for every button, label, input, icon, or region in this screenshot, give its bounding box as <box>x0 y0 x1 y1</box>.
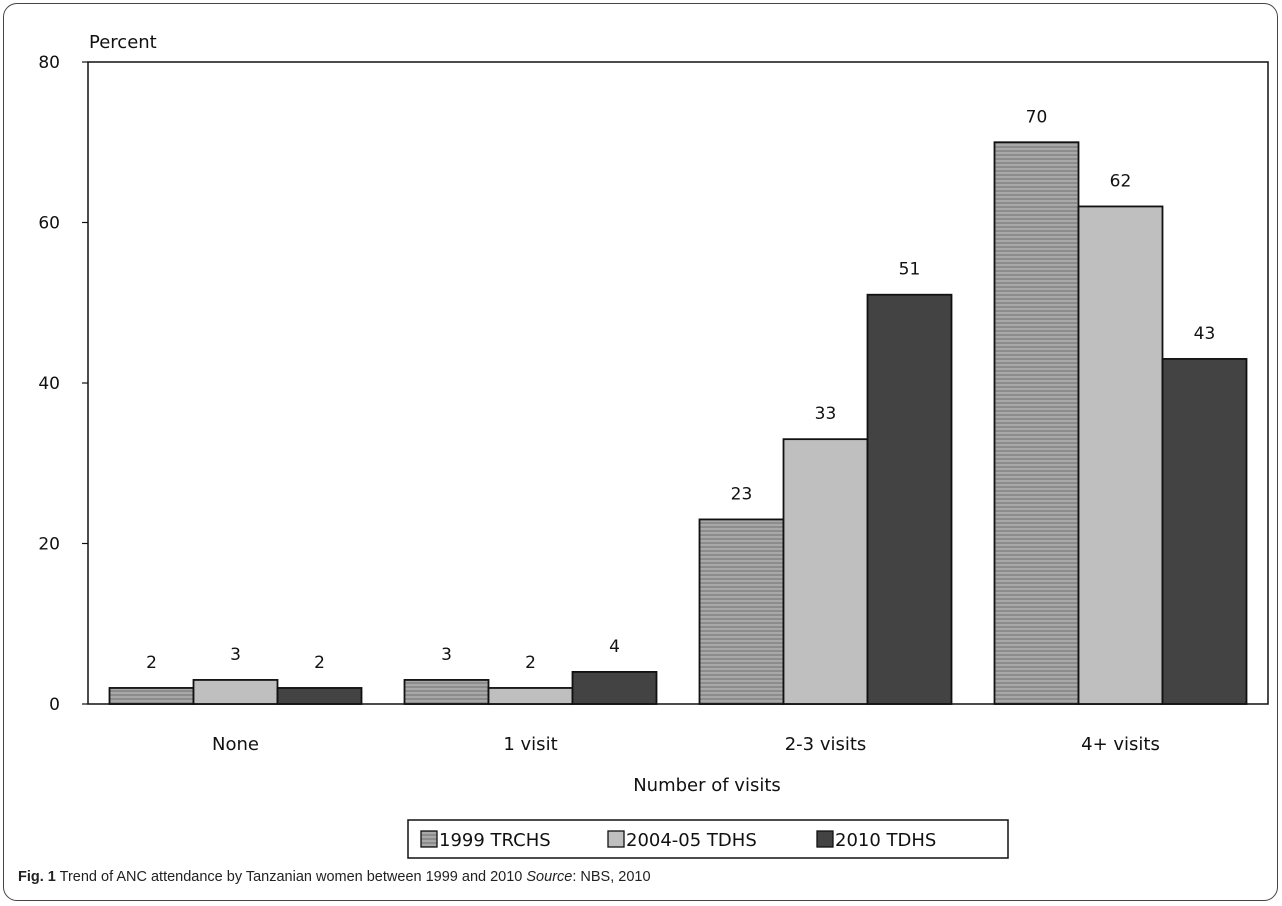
y-tick-label: 60 <box>38 214 60 234</box>
bar-value-label: 2 <box>314 653 325 673</box>
bar-2004-05-tdhs <box>192 679 279 705</box>
legend-swatch <box>607 830 625 848</box>
x-axis-title: Number of visits <box>633 775 781 796</box>
bar-value-label: 43 <box>1194 324 1216 344</box>
caption-source-label: Source <box>526 869 573 885</box>
figure-number: Fig. 1 <box>18 869 56 885</box>
bar-2004-05-tdhs <box>487 687 574 705</box>
bar-2004-05-tdhs <box>1077 205 1164 705</box>
bar-value-label: 2 <box>146 653 157 673</box>
bar-value-label: 4 <box>609 637 620 657</box>
bar-1999-trchs <box>698 518 785 705</box>
bar-value-label: 62 <box>1110 171 1132 191</box>
figure-frame <box>3 3 1278 901</box>
bar-value-label: 51 <box>899 260 921 280</box>
y-axis-title: Percent <box>89 32 157 53</box>
bar-value-label: 33 <box>815 404 837 424</box>
bar-2010-tdhs <box>276 687 363 705</box>
y-tick-label: 40 <box>38 374 60 394</box>
bar-2010-tdhs <box>1161 358 1248 705</box>
legend-label: 2010 TDHS <box>835 830 936 851</box>
y-tick-label: 20 <box>38 535 60 555</box>
caption-text: Trend of ANC attendance by Tanzanian wom… <box>55 869 527 885</box>
x-category-label: 2-3 visits <box>785 734 867 755</box>
legend-swatch <box>816 830 834 848</box>
y-tick-label: 80 <box>38 53 60 73</box>
x-category-label: None <box>212 734 259 755</box>
bar-value-label: 3 <box>441 645 452 665</box>
x-category-label: 4+ visits <box>1081 734 1160 755</box>
bar-2010-tdhs <box>571 671 658 705</box>
legend-swatch <box>420 830 438 848</box>
legend-label: 2004-05 TDHS <box>626 830 757 851</box>
bar-2010-tdhs <box>866 293 953 705</box>
y-tick-label: 0 <box>49 695 60 715</box>
figure-caption: Fig. 1 Trend of ANC attendance by Tanzan… <box>18 869 651 885</box>
bar-1999-trchs <box>993 141 1080 705</box>
caption-source-text: : NBS, 2010 <box>572 869 651 885</box>
legend-box <box>407 819 1009 859</box>
legend: 1999 TRCHS 2004-05 TDHS 2010 TDHS <box>407 819 1009 859</box>
legend-label: 1999 TRCHS <box>439 830 551 851</box>
x-category-label: 1 visit <box>503 734 557 755</box>
bar-1999-trchs <box>108 687 195 705</box>
bar-value-label: 23 <box>731 484 753 504</box>
bar-value-label: 70 <box>1026 107 1048 127</box>
bar-1999-trchs <box>403 679 490 705</box>
bar-value-label: 3 <box>230 645 241 665</box>
bar-2004-05-tdhs <box>782 438 869 705</box>
bar-value-label: 2 <box>525 653 536 673</box>
